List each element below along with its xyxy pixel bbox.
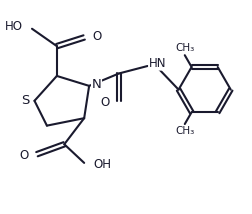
Text: HO: HO: [5, 20, 23, 33]
Text: O: O: [19, 149, 28, 162]
Text: CH₃: CH₃: [175, 126, 194, 136]
Text: O: O: [100, 95, 110, 108]
Text: CH₃: CH₃: [175, 43, 194, 53]
Text: HN: HN: [149, 57, 166, 70]
Text: OH: OH: [93, 158, 112, 171]
Text: O: O: [93, 30, 102, 43]
Text: S: S: [21, 94, 29, 107]
Text: N: N: [92, 78, 101, 91]
